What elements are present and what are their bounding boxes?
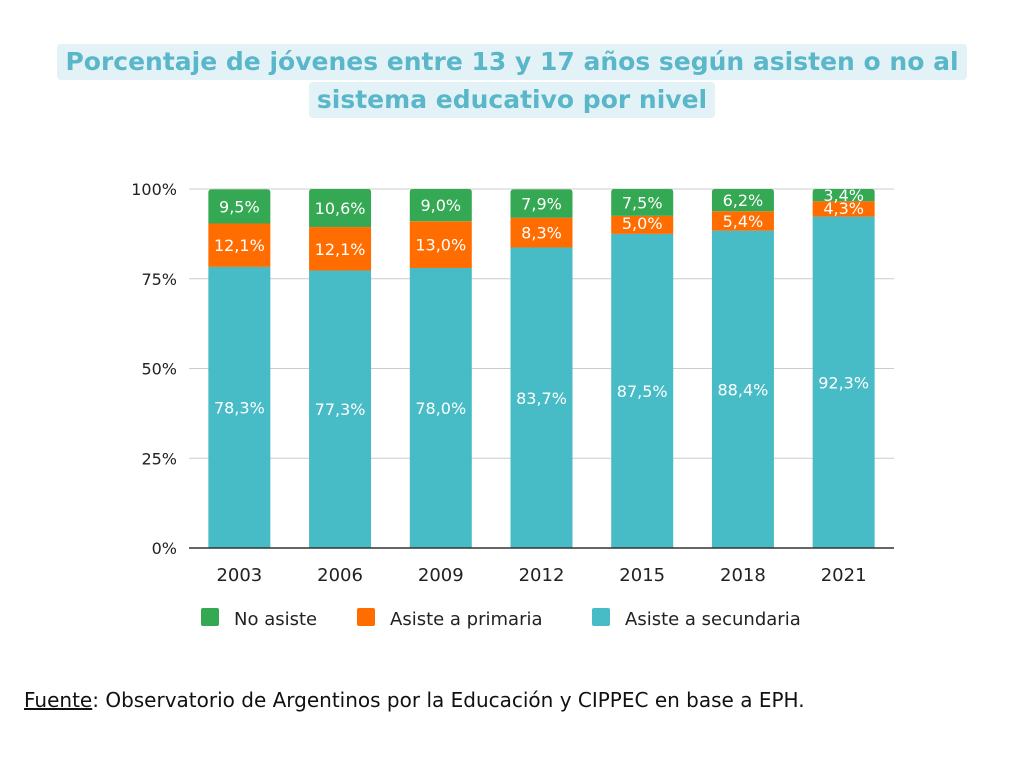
- y-tick-label: 0%: [152, 539, 177, 558]
- y-tick-label: 25%: [141, 449, 177, 468]
- data-label: 9,5%: [219, 197, 260, 216]
- chart-title: Porcentaje de jóvenes entre 13 y 17 años…: [0, 44, 1024, 118]
- stacked-bar-chart: 0% 25% 50% 75% 100% 78,3% 12,1% 9,5% 2003 77,3% 12…: [131, 180, 894, 630]
- source-separator: :: [92, 688, 99, 712]
- bar-segment: [409, 267, 472, 548]
- bar-segment: [711, 189, 774, 212]
- data-label: 87,5%: [617, 382, 668, 401]
- legend-label: Asiste a secundaria: [625, 609, 801, 630]
- data-label: 92,3%: [818, 373, 869, 392]
- data-label: 78,3%: [214, 398, 265, 417]
- legend-swatch: [201, 608, 219, 626]
- legend-label: Asiste a primaria: [390, 609, 543, 630]
- legend-swatch: [357, 608, 375, 626]
- data-label: 5,4%: [723, 212, 764, 231]
- data-label: 3,4%: [823, 186, 864, 205]
- data-label: 12,1%: [214, 236, 265, 255]
- bar-segment: [208, 189, 271, 224]
- legend-swatch: [592, 608, 610, 626]
- bar-segment: [711, 211, 774, 231]
- chart-title-line-1: Porcentaje de jóvenes entre 13 y 17 años…: [57, 44, 967, 80]
- data-label: 7,9%: [521, 195, 562, 214]
- bar-segment: [812, 189, 875, 202]
- data-label: 9,0%: [420, 196, 461, 215]
- data-label: 83,7%: [516, 389, 567, 408]
- bar-segment: [208, 223, 271, 267]
- bar-segment: [208, 266, 271, 548]
- bar-segment: [510, 217, 573, 248]
- source-text: Observatorio de Argentinos por la Educac…: [98, 688, 805, 712]
- bar-segment: [309, 227, 372, 271]
- x-tick-label: 2015: [619, 565, 665, 586]
- bar-segment: [812, 201, 875, 217]
- bar-segment: [611, 215, 674, 234]
- data-label: 7,5%: [622, 193, 663, 212]
- x-tick-label: 2012: [519, 565, 565, 586]
- bar-segment: [409, 189, 472, 222]
- source-label: Fuente: [24, 688, 93, 712]
- chart-title-line-2: sistema educativo por nivel: [308, 82, 716, 118]
- bar-segment: [309, 189, 372, 228]
- data-label: 8,3%: [521, 224, 562, 243]
- bar-segment: [510, 189, 573, 218]
- data-label: 5,0%: [622, 214, 663, 233]
- data-label: 4,3%: [823, 199, 864, 218]
- y-tick-label: 100%: [131, 180, 177, 199]
- bar-segment: [510, 247, 573, 548]
- data-label: 77,3%: [315, 400, 366, 419]
- data-label: 10,6%: [315, 199, 366, 218]
- y-tick-label: 75%: [141, 270, 177, 289]
- data-label: 12,1%: [315, 240, 366, 259]
- source-note: Fuente: Observatorio de Argentinos por l…: [24, 688, 805, 712]
- data-label: 13,0%: [415, 236, 466, 255]
- bar-segment: [309, 270, 372, 548]
- x-tick-label: 2021: [821, 565, 867, 586]
- data-label: 88,4%: [718, 380, 769, 399]
- bar-segment: [611, 189, 674, 216]
- x-tick-label: 2009: [418, 565, 464, 586]
- data-label: 6,2%: [723, 191, 764, 210]
- x-tick-label: 2018: [720, 565, 766, 586]
- x-tick-label: 2003: [216, 565, 262, 586]
- x-tick-label: 2006: [317, 565, 363, 586]
- bar-segment: [812, 216, 875, 548]
- bar-segment: [611, 233, 674, 548]
- y-tick-label: 50%: [141, 360, 177, 379]
- data-label: 78,0%: [415, 399, 466, 418]
- bar-segment: [711, 230, 774, 549]
- legend-label: No asiste: [234, 609, 317, 630]
- bar-segment: [409, 221, 472, 268]
